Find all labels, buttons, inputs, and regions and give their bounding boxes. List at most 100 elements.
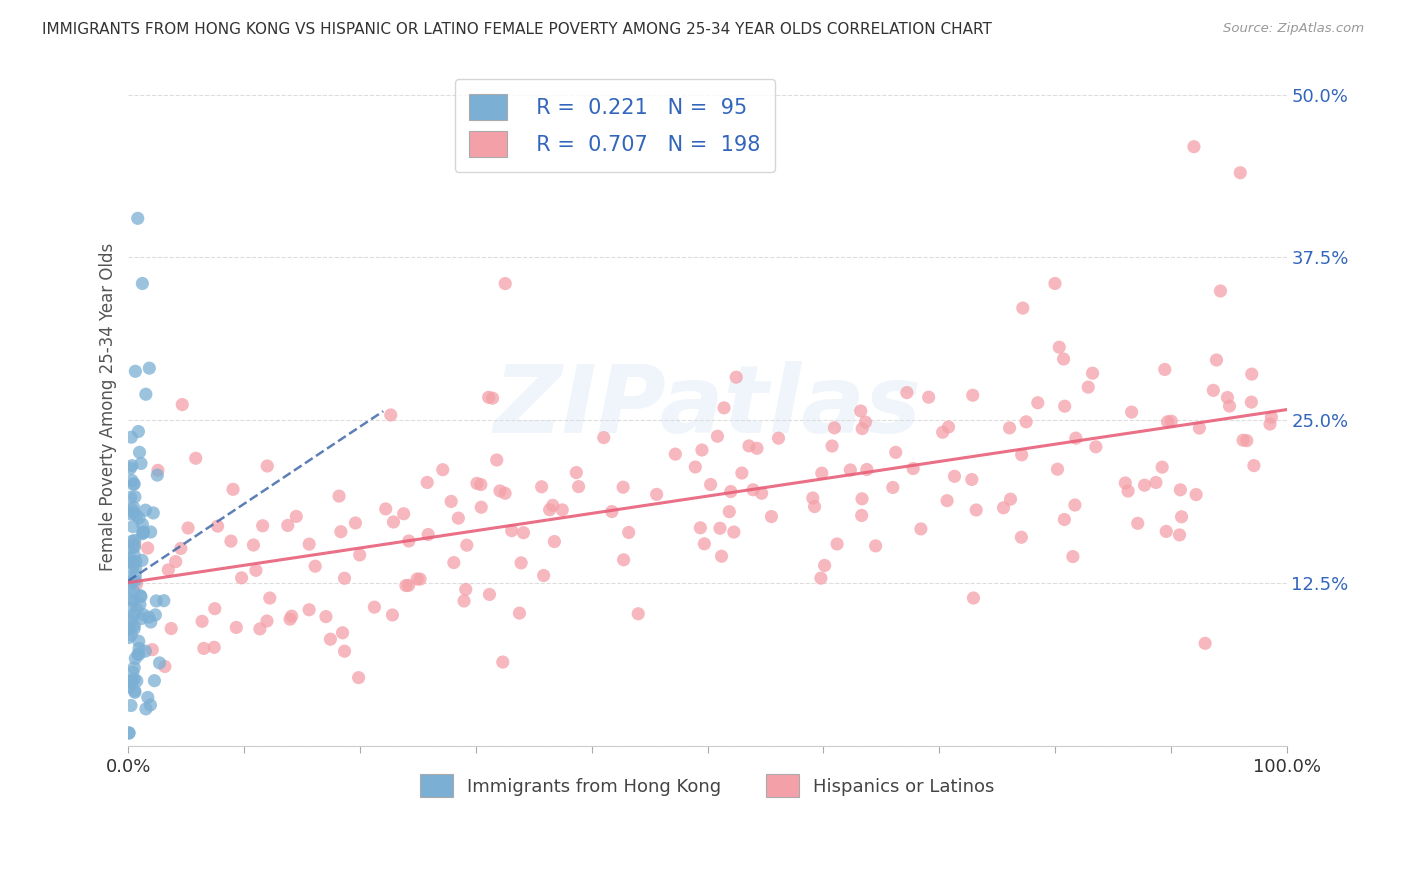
Point: [121, 593, 143, 607]
Point: [131, 611, 153, 625]
Point: [1156, 415, 1178, 429]
Point: [131, 526, 153, 541]
Point: [121, 614, 143, 628]
Point: [592, 431, 614, 445]
Point: [122, 672, 145, 686]
Point: [1144, 475, 1167, 490]
Point: [120, 430, 142, 444]
Point: [120, 698, 142, 713]
Point: [122, 555, 145, 569]
Point: [1170, 509, 1192, 524]
Point: [627, 607, 650, 621]
Point: [454, 582, 477, 597]
Point: [1218, 399, 1240, 413]
Point: [118, 622, 141, 636]
Text: ZIPatlas: ZIPatlas: [494, 361, 921, 453]
Point: [884, 445, 907, 459]
Point: [124, 490, 146, 504]
Point: [132, 524, 155, 539]
Point: [121, 458, 143, 473]
Point: [125, 673, 148, 688]
Point: [699, 477, 721, 491]
Point: [1064, 498, 1087, 512]
Point: [1209, 284, 1232, 298]
Point: [124, 364, 146, 378]
Point: [219, 534, 242, 549]
Point: [132, 607, 155, 622]
Point: [960, 473, 983, 487]
Point: [1062, 549, 1084, 564]
Point: [277, 518, 299, 533]
Point: [128, 445, 150, 459]
Point: [720, 484, 742, 499]
Point: [485, 453, 508, 467]
Point: [465, 476, 488, 491]
Point: [849, 404, 872, 418]
Point: [122, 506, 145, 520]
Point: [1205, 353, 1227, 368]
Point: [131, 517, 153, 532]
Point: [510, 556, 533, 570]
Point: [713, 401, 735, 415]
Point: [1126, 516, 1149, 531]
Point: [645, 487, 668, 501]
Point: [125, 508, 148, 522]
Point: [128, 641, 150, 656]
Point: [664, 447, 686, 461]
Point: [731, 466, 754, 480]
Point: [1240, 395, 1263, 409]
Point: [165, 555, 187, 569]
Point: [349, 548, 371, 562]
Point: [751, 486, 773, 500]
Point: [1077, 380, 1099, 394]
Point: [128, 634, 150, 648]
Point: [127, 425, 149, 439]
Point: [512, 525, 534, 540]
Point: [814, 558, 837, 573]
Point: [1188, 421, 1211, 435]
Point: [184, 451, 207, 466]
Point: [298, 537, 321, 551]
Point: [489, 483, 512, 498]
Point: [1185, 487, 1208, 501]
Point: [418, 527, 440, 541]
Point: [839, 463, 862, 477]
Point: [121, 541, 143, 555]
Point: [124, 683, 146, 698]
Point: [381, 607, 404, 622]
Point: [132, 525, 155, 540]
Point: [193, 641, 215, 656]
Point: [139, 698, 162, 712]
Point: [1053, 512, 1076, 526]
Point: [998, 421, 1021, 435]
Point: [222, 483, 245, 497]
Point: [129, 589, 152, 603]
Point: [153, 593, 176, 607]
Point: [1010, 530, 1032, 544]
Point: [501, 524, 523, 538]
Point: [118, 674, 141, 689]
Point: [470, 477, 492, 491]
Point: [1260, 410, 1282, 425]
Point: [259, 591, 281, 605]
Point: [124, 574, 146, 588]
Point: [120, 601, 142, 615]
Point: [124, 537, 146, 551]
Point: [1116, 483, 1139, 498]
Point: [538, 502, 561, 516]
Point: [157, 563, 180, 577]
Point: [395, 578, 418, 592]
Point: [1121, 405, 1143, 419]
Point: [865, 539, 887, 553]
Point: [143, 673, 166, 688]
Point: [508, 606, 530, 620]
Point: [125, 554, 148, 568]
Point: [565, 466, 588, 480]
Point: [1182, 139, 1205, 153]
Point: [725, 370, 748, 384]
Point: [810, 571, 832, 585]
Point: [124, 651, 146, 665]
Point: [1243, 458, 1265, 473]
Point: [856, 462, 879, 476]
Point: [693, 537, 716, 551]
